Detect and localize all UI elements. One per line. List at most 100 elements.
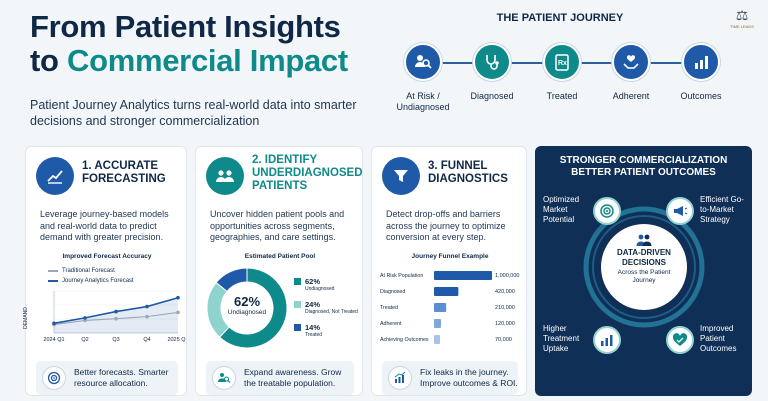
card-title: 2. IDENTIFY UNDERDIAGNOSED PATIENTS bbox=[252, 154, 363, 192]
chart-title: Journey Funnel Example bbox=[411, 253, 489, 260]
donut-center: 62% Undiagnosed bbox=[204, 294, 290, 316]
trend-chart-icon bbox=[36, 157, 74, 195]
legend-item-traditional: Traditional Forecast bbox=[48, 268, 168, 274]
panel-title-line-1: STRONGER COMMERCIALIZATION bbox=[559, 155, 728, 166]
panel-item-label: Higher Treatment Uptake bbox=[543, 324, 580, 353]
hands-heart-icon bbox=[612, 43, 650, 81]
funnel-bar bbox=[434, 271, 492, 280]
panel-item-label: Optimized Market Potential bbox=[543, 195, 580, 224]
donut-center-value: 62% bbox=[233, 294, 261, 309]
funnel-category-label: At Risk Population bbox=[380, 273, 423, 279]
journey-stage-at-risk: At Risk / Undiagnosed bbox=[385, 43, 461, 113]
patient-pool-donut bbox=[206, 267, 288, 349]
growth-chart-icon bbox=[388, 366, 412, 390]
donut-slice bbox=[218, 267, 288, 349]
funnel-value-label: 70,000 bbox=[495, 337, 512, 343]
card-footer: Fix leaks in the journey. Improve outcom… bbox=[382, 361, 518, 395]
data-point bbox=[83, 318, 87, 323]
logo: ⚖ TIME LEADS bbox=[728, 6, 756, 36]
panel-item-label: Improved Patient Outcomes bbox=[700, 324, 737, 353]
donut-center-label: Undiagnosed bbox=[227, 309, 267, 316]
people-group-icon bbox=[206, 157, 244, 195]
journey-stage-adherent: Adherent bbox=[593, 43, 669, 102]
target-icon bbox=[42, 366, 66, 390]
card-footer: Better forecasts. Smarter resource alloc… bbox=[36, 361, 178, 395]
card-body: Leverage journey-based models and real-w… bbox=[40, 209, 169, 242]
x-tick-label: Q3 bbox=[112, 337, 119, 343]
megaphone-icon bbox=[666, 197, 694, 225]
svg-text:Rx: Rx bbox=[558, 60, 567, 67]
funnel-value-label: 120,000 bbox=[495, 321, 515, 327]
legend-label: Treated bbox=[305, 332, 323, 338]
card-funnel: 3. FUNNEL DIAGNOSTICS Detect drop-offs a… bbox=[371, 146, 527, 396]
stage-label: Diagnosed bbox=[470, 91, 514, 101]
stage-label: Adherent bbox=[612, 91, 650, 101]
legend-value: 14% bbox=[305, 323, 321, 332]
outcomes-panel: STRONGER COMMERCIALIZATION BETTER PATIEN… bbox=[535, 146, 752, 396]
page-subtitle: Patient Journey Analytics turns real-wor… bbox=[30, 98, 357, 128]
funnel-icon bbox=[382, 157, 420, 195]
legend-item-journey: Journey Analytics Forecast bbox=[48, 278, 168, 284]
stage-label: Treated bbox=[546, 91, 578, 101]
y-axis-label: DEMAND bbox=[22, 307, 29, 329]
page-title: From Patient Insights to Commercial Impa… bbox=[30, 10, 348, 78]
prescription-icon: Rx bbox=[543, 43, 581, 81]
x-tick-label: Q4 bbox=[143, 337, 150, 343]
funnel-value-label: 1,000,000 bbox=[495, 273, 519, 279]
people-group-icon bbox=[601, 233, 687, 248]
center-subtitle: Across the Patient Journey bbox=[617, 269, 671, 284]
legend-item-undiagnosed: 62% Undiagnosed bbox=[294, 277, 364, 292]
legend-label: Diagnosed, Not Treated bbox=[305, 309, 358, 315]
target-icon bbox=[593, 197, 621, 225]
forecast-line-chart: 2024 Q1 Q2 Q3 Q4 2025 Q1 bbox=[43, 290, 186, 343]
heart-check-icon bbox=[666, 326, 694, 354]
funnel-bar bbox=[434, 303, 447, 312]
data-point bbox=[176, 295, 180, 300]
stage-label: At Risk / Undiagnosed bbox=[396, 91, 450, 112]
card-title: 3. FUNNEL DIAGNOSTICS bbox=[428, 160, 508, 185]
x-tick-label: 2024 Q1 bbox=[43, 337, 64, 343]
data-point bbox=[83, 316, 87, 320]
funnel-value-label: 210,000 bbox=[495, 305, 515, 311]
legend-label: Traditional Forecast bbox=[62, 268, 115, 274]
footer-text: Better forecasts. Smarter resource alloc… bbox=[74, 367, 169, 388]
journey-stage-treated: Rx Treated bbox=[524, 43, 600, 102]
person-search-icon bbox=[212, 366, 236, 390]
title-line-2-accent: Commercial Impact bbox=[66, 43, 348, 78]
person-search-icon bbox=[404, 43, 442, 81]
journey-stage-outcomes: Outcomes bbox=[663, 43, 739, 102]
legend-item-diagnosed-not-treated: 24% Diagnosed, Not Treated bbox=[294, 300, 364, 315]
footer-text: Expand awareness. Grow the treatable pop… bbox=[244, 367, 342, 388]
donut-slice bbox=[215, 267, 248, 293]
funnel-bar bbox=[434, 287, 459, 296]
orbit-ring bbox=[583, 206, 705, 328]
legend-label: Undiagnosed bbox=[305, 286, 335, 292]
data-point bbox=[145, 314, 149, 319]
x-tick-label: 2025 Q1 bbox=[167, 337, 186, 343]
footer-text: Fix leaks in the journey. Improve outcom… bbox=[420, 367, 518, 388]
chart-legend: Traditional Forecast Journey Analytics F… bbox=[48, 268, 168, 284]
data-point bbox=[114, 309, 118, 314]
legend-value: 62% bbox=[305, 277, 321, 286]
x-tick-label: Q2 bbox=[81, 337, 88, 343]
panel-item-label: Efficient Go-to-Market Strategy bbox=[700, 195, 744, 224]
data-point bbox=[145, 304, 149, 309]
legend-item-treated: 14% Treated bbox=[294, 323, 364, 338]
funnel-bar bbox=[434, 319, 441, 328]
donut-legend: 62% Undiagnosed 24% Diagnosed, Not Treated… bbox=[294, 277, 364, 338]
card-body: Detect drop-offs and barriers across the… bbox=[386, 209, 506, 242]
panel-title: STRONGER COMMERCIALIZATION BETTER PATIEN… bbox=[535, 155, 752, 179]
legend-label: Journey Analytics Forecast bbox=[62, 278, 134, 284]
funnel-category-label: Treated bbox=[380, 305, 398, 311]
card-underdiagnosed: 2. IDENTIFY UNDERDIAGNOSED PATIENTS Unco… bbox=[195, 146, 363, 396]
title-line-2: to Commercial Impact bbox=[30, 44, 348, 78]
logo-text: TIME LEADS bbox=[730, 24, 754, 29]
journey-funnel-chart: At Risk Population 1,000,000 Diagnosed 420,… bbox=[380, 271, 519, 344]
funnel-category-label: Diagnosed bbox=[380, 289, 405, 295]
chart-title: Improved Forecast Accuracy bbox=[62, 253, 152, 260]
title-line-2-pre: to bbox=[30, 43, 67, 78]
chart-title: Estimated Patient Pool bbox=[244, 253, 316, 260]
growth-chart-icon bbox=[593, 326, 621, 354]
bar-chart-icon bbox=[682, 43, 720, 81]
funnel-value-label: 420,000 bbox=[495, 289, 515, 295]
